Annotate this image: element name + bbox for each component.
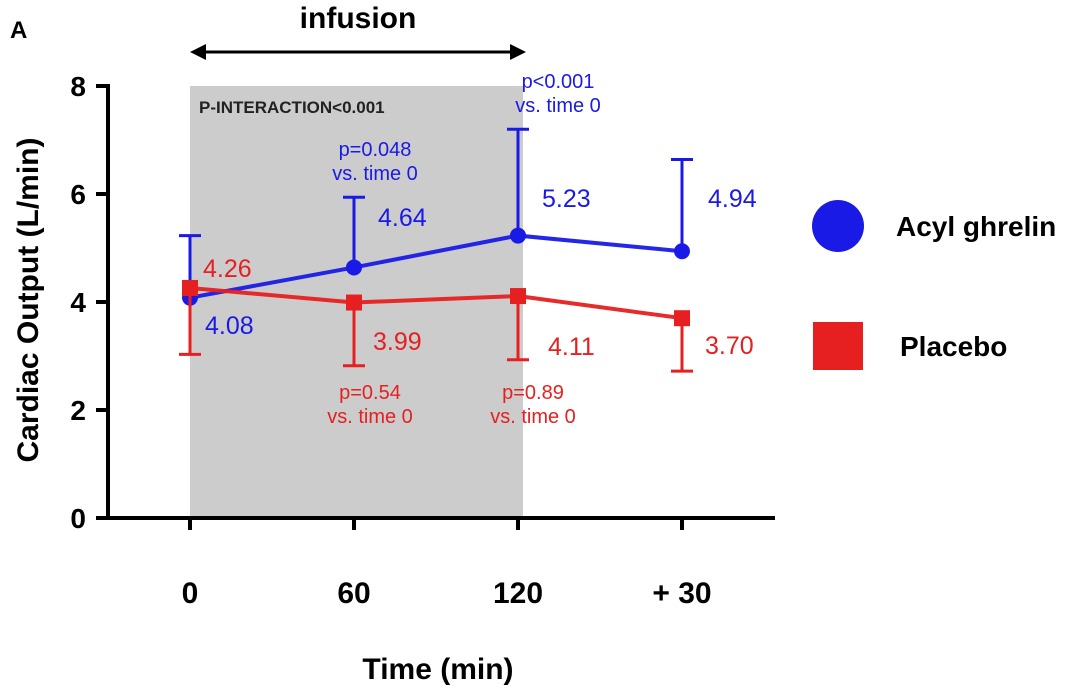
series-placebo: 4.26 3.99 4.11 3.70 — [179, 255, 754, 373]
p-value-annotation: p=0.54 vs. time 0 — [327, 382, 413, 428]
x-tick-label: 60 — [337, 577, 370, 610]
p-value-annotation: p=0.048 vs. time 0 — [332, 139, 418, 185]
data-value-label: 3.99 — [373, 328, 422, 356]
data-point — [674, 310, 690, 327]
data-point — [346, 259, 362, 276]
x-axis-title: Time (min) — [362, 653, 513, 686]
legend-label: Placebo — [900, 331, 1007, 362]
data-value-label: 4.94 — [708, 185, 757, 213]
x-tick-label: + 30 — [652, 577, 711, 610]
data-point — [510, 227, 526, 244]
data-value-label: 4.08 — [205, 312, 254, 340]
p-value-annotation: p=0.89 vs. time 0 — [490, 382, 576, 428]
y-tick-label: 8 — [70, 71, 86, 102]
data-value-label: 4.11 — [548, 333, 595, 361]
data-point — [182, 279, 198, 296]
data-value-label: 4.26 — [203, 255, 252, 283]
series-line — [189, 285, 683, 321]
data-point — [346, 294, 362, 311]
panel-label: A — [10, 17, 27, 44]
y-axis-title: Cardiac Output (L/min) — [12, 138, 45, 463]
x-tick-label: 120 — [493, 577, 543, 610]
data-value-label: 4.64 — [378, 204, 427, 232]
infusion-label: infusion — [300, 2, 417, 35]
y-tick-label: 0 — [70, 503, 86, 534]
y-tick-label: 2 — [70, 395, 86, 426]
data-point — [674, 243, 690, 260]
legend-marker-circle — [812, 200, 864, 252]
y-tick-label: 6 — [70, 179, 86, 210]
series-line — [189, 233, 683, 300]
x-tick-label: 0 — [182, 577, 199, 610]
interaction-text: P-INTERACTION<0.001 — [199, 98, 385, 117]
y-tick-label: 4 — [70, 287, 86, 318]
p-value-annotation: p<0.001 vs. time 0 — [515, 71, 601, 117]
data-value-label: 3.70 — [705, 332, 754, 360]
legend-marker-square — [813, 322, 863, 370]
data-point — [510, 288, 526, 305]
legend-label: Acyl ghrelin — [896, 211, 1056, 242]
infusion-arrow — [190, 44, 526, 60]
data-value-label: 5.23 — [542, 185, 591, 213]
